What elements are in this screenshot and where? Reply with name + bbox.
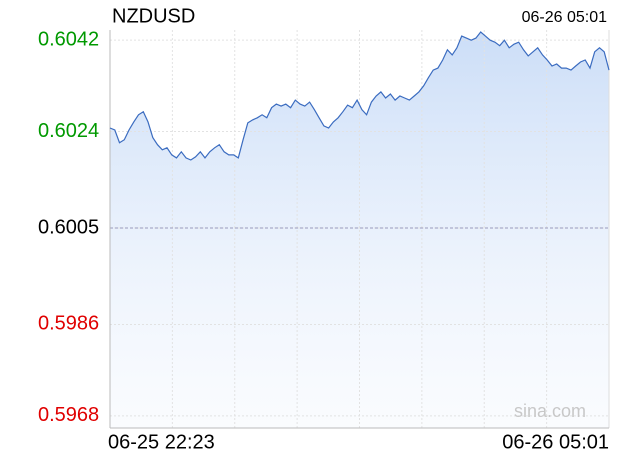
chart-title: NZDUSD [112, 5, 195, 27]
y-tick-label: 0.6005 [38, 216, 99, 238]
y-tick-label: 0.6024 [38, 120, 99, 142]
x-tick-label: 06-26 05:01 [502, 431, 609, 453]
x-tick-label: 06-25 22:23 [108, 431, 215, 453]
y-tick-label: 0.5968 [38, 404, 99, 426]
watermark: sina.com [514, 401, 586, 421]
price-line [109, 31, 610, 161]
y-tick-label: 0.6042 [38, 28, 99, 50]
y-tick-label: 0.5986 [38, 313, 99, 335]
timestamp: 06-26 05:01 [522, 9, 608, 26]
